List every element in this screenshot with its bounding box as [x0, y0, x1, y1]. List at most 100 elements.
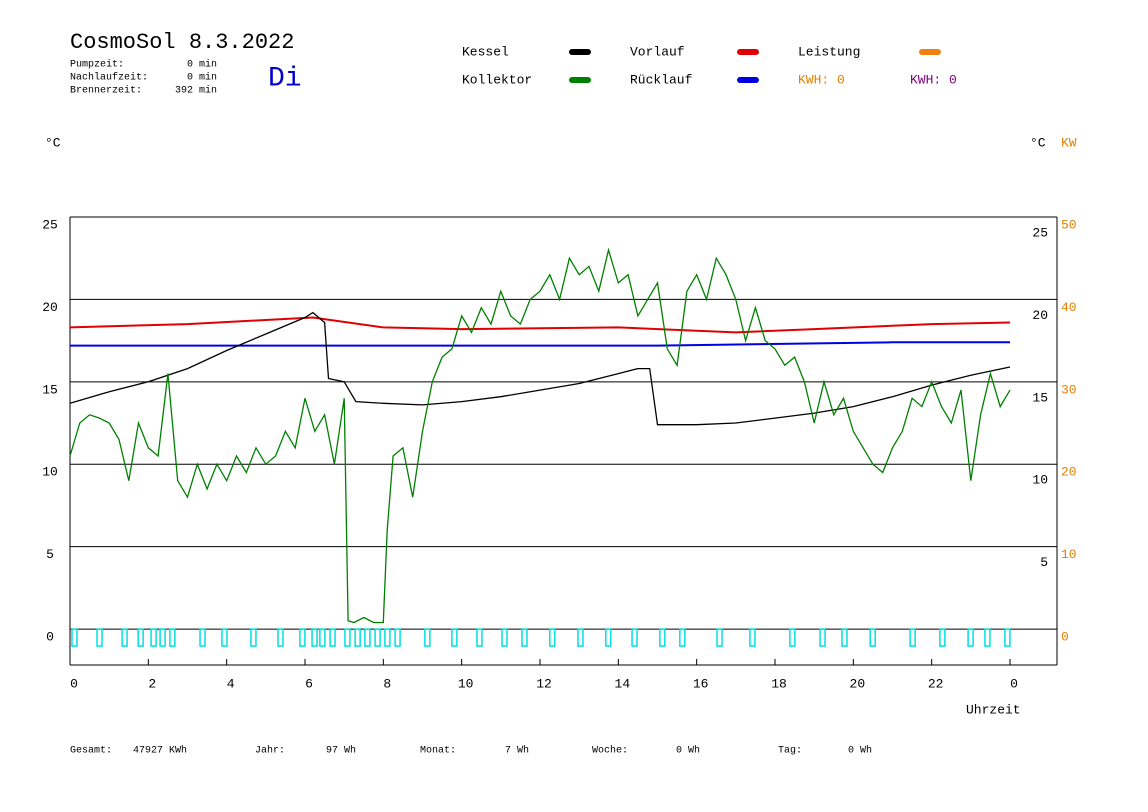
pump-pulse — [374, 628, 381, 647]
pump-pulse — [819, 628, 826, 647]
footer-value: 7 Wh — [505, 745, 529, 757]
pump-pulse — [277, 628, 284, 647]
footer-label: Gesamt: — [70, 746, 112, 757]
x-tick-label: 4 — [227, 676, 235, 691]
pump-pulse — [71, 628, 78, 647]
kwh-label: KWH: 0 — [910, 72, 957, 87]
info-label: Pumpzeit: — [70, 59, 124, 71]
series-line — [70, 341, 1010, 347]
pump-pulse — [521, 628, 528, 647]
footer-label: Jahr: — [255, 745, 285, 757]
legend-label: Kessel — [462, 44, 509, 59]
y-right-tick-label: 15 — [1032, 390, 1048, 405]
pump-pulse — [605, 628, 612, 647]
x-tick-label: 6 — [305, 676, 313, 691]
y2-tick-label: 40 — [1061, 300, 1077, 315]
info-value: 0 min — [187, 72, 217, 84]
y-tick-label: 15 — [42, 382, 58, 397]
footer-label: Woche: — [592, 745, 628, 757]
pump-pulse — [984, 628, 991, 647]
x-tick-label: 2 — [148, 676, 156, 691]
info-label: Nachlaufzeit: — [70, 72, 148, 84]
footer-label: Monat: — [420, 746, 456, 757]
pump-pulse — [1004, 628, 1011, 647]
y2-tick-label: 0 — [1061, 630, 1069, 645]
footer-value: 97 Wh — [326, 745, 356, 757]
x-tick-label: 16 — [693, 676, 709, 691]
pump-pulse — [159, 628, 166, 647]
pump-pulse — [424, 628, 431, 647]
x-tick-label: 20 — [850, 676, 866, 691]
pump-pulse — [394, 628, 401, 647]
legend-label: Leistung — [798, 44, 860, 59]
y2-tick-label: 50 — [1061, 217, 1077, 232]
pump-pulse — [549, 628, 556, 647]
pump-pulse — [364, 628, 371, 647]
pump-pulse — [121, 628, 128, 647]
pump-pulse — [199, 628, 206, 647]
x-tick-label: 0 — [70, 676, 78, 691]
pump-pulse — [716, 628, 723, 647]
pump-pulse — [344, 628, 351, 647]
x-axis-label: Uhrzeit — [966, 702, 1021, 717]
pump-pulse — [221, 628, 228, 647]
pump-pulse — [299, 628, 306, 647]
pump-pulse — [909, 628, 916, 647]
pump-pulse — [749, 628, 756, 647]
pump-pulse — [96, 628, 103, 647]
x-tick-label: 8 — [383, 676, 391, 691]
x-tick-label: 10 — [458, 676, 474, 691]
legend-label: Rücklauf — [630, 72, 692, 87]
pump-pulse — [631, 628, 638, 647]
pump-pulse — [319, 628, 326, 647]
y-right-tick-label: 25 — [1032, 225, 1048, 240]
y2-tick-label: 30 — [1061, 382, 1077, 397]
y-tick-label: 10 — [42, 465, 58, 480]
info-value: 0 min — [187, 59, 217, 71]
legend-label: Kollektor — [462, 72, 532, 87]
pump-pulse — [501, 628, 508, 647]
pump-pulse — [329, 628, 336, 647]
pump-pulse — [967, 628, 974, 647]
pump-pulse — [841, 628, 848, 647]
y2-tick-label: 20 — [1061, 465, 1077, 480]
series-line — [69, 311, 1011, 426]
legend-label: Vorlauf — [630, 44, 685, 59]
series-line — [69, 247, 1011, 624]
y-tick-label: 0 — [46, 630, 54, 645]
y-right-tick-label: 5 — [1040, 555, 1048, 570]
x-tick-label: 22 — [928, 676, 944, 691]
y-unit-right: °C — [1030, 135, 1046, 150]
y-tick-label: 20 — [42, 300, 58, 315]
y2-tick-label: 10 — [1061, 547, 1077, 562]
x-tick-label: 18 — [771, 676, 787, 691]
footer-value: 0 Wh — [848, 745, 872, 757]
series-line — [69, 316, 1011, 334]
y2-unit: KW — [1061, 135, 1077, 150]
pump-pulse — [476, 628, 483, 647]
pump-pulse — [869, 628, 876, 647]
pump-pulse — [679, 628, 686, 647]
pump-pulse — [939, 628, 946, 647]
y-unit: °C — [45, 135, 61, 150]
y-tick-label: 25 — [42, 217, 58, 232]
footer-value: 0 Wh — [676, 745, 700, 757]
pump-pulse — [250, 628, 257, 647]
kwh-label: KWH: 0 — [798, 72, 845, 87]
footer-value: 47927 KWh — [133, 745, 187, 757]
pump-pulse — [451, 628, 458, 647]
chart-title: CosmoSol 8.3.2022 — [70, 30, 294, 55]
x-tick-label: 0 — [1010, 676, 1018, 691]
y-tick-label: 5 — [46, 547, 54, 562]
info-label: Brennerzeit: — [70, 85, 142, 97]
pump-pulse — [659, 628, 666, 647]
pump-pulse — [789, 628, 796, 647]
day-label: Di — [268, 63, 302, 94]
info-value: 392 min — [175, 85, 217, 97]
footer-label: Tag: — [778, 746, 802, 757]
y-right-tick-label: 20 — [1032, 308, 1048, 323]
y-right-tick-label: 10 — [1032, 473, 1048, 488]
pump-pulse — [354, 628, 361, 647]
pump-pulse — [311, 628, 318, 647]
